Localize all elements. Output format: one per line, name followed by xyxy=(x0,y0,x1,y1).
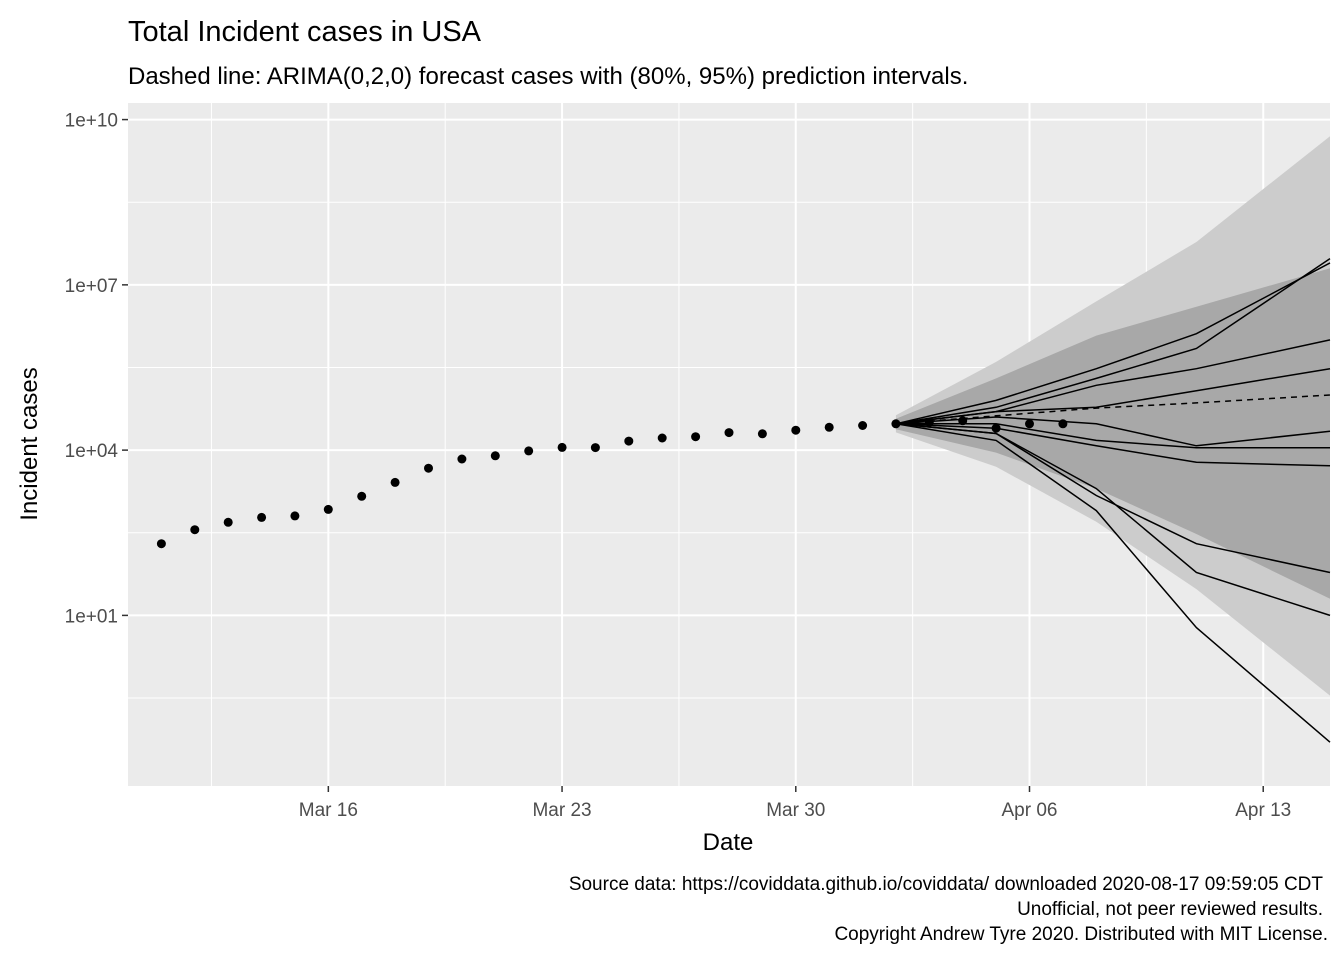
prediction-intervals xyxy=(895,136,1330,696)
observed-point xyxy=(424,463,433,473)
observed-points xyxy=(156,416,1068,549)
x-axis-label: Date xyxy=(703,829,754,856)
observed-point xyxy=(190,525,200,535)
x-tick-label: Mar 16 xyxy=(299,800,358,821)
observed-point xyxy=(924,417,934,427)
caption-copyright: Copyright Andrew Tyre 2020. Distributed … xyxy=(834,924,1328,945)
observed-point xyxy=(891,419,901,429)
observed-point xyxy=(791,425,801,435)
observed-point xyxy=(958,416,968,426)
simulation-lines xyxy=(895,257,1331,743)
observed-point xyxy=(156,539,166,549)
observed-point xyxy=(257,512,267,522)
x-tick-label: Apr 06 xyxy=(1002,800,1058,821)
caption-disclaimer: Unofficial, not peer reviewed results. xyxy=(1017,899,1323,920)
observed-point xyxy=(1025,419,1034,429)
observed-point xyxy=(357,491,367,501)
y-tick-label: 1e+10 xyxy=(65,111,118,132)
observed-point xyxy=(223,517,233,527)
observed-point xyxy=(991,423,1001,433)
y-tick-label: 1e+01 xyxy=(65,606,118,627)
caption-source: Source data: https://coviddata.github.io… xyxy=(569,874,1324,895)
simulation-line xyxy=(895,423,1331,617)
x-tick-label: Mar 30 xyxy=(766,800,825,821)
simulation-line xyxy=(895,257,1331,425)
band-80 xyxy=(895,268,1330,599)
observed-point xyxy=(691,432,701,442)
y-axis: 1e+01 1e+04 1e+07 1e+10 xyxy=(65,111,128,627)
observed-point xyxy=(657,433,667,443)
x-tick-label: Mar 23 xyxy=(532,800,591,821)
observed-point xyxy=(858,421,868,430)
observed-point xyxy=(1058,419,1068,429)
observed-point xyxy=(390,477,400,487)
observed-point xyxy=(557,442,567,452)
y-tick-label: 1e+04 xyxy=(65,441,119,462)
x-tick-label: Apr 13 xyxy=(1235,800,1291,821)
observed-point xyxy=(457,454,467,464)
simulation-line xyxy=(895,423,1331,743)
observed-point xyxy=(757,429,767,439)
observed-point xyxy=(490,451,500,461)
observed-point xyxy=(323,504,333,514)
observed-point xyxy=(290,511,300,521)
simulation-line xyxy=(895,367,1331,425)
chart-title: Total Incident cases in USA xyxy=(128,16,482,48)
observed-point xyxy=(590,443,600,453)
y-axis-label: Incident cases xyxy=(16,367,43,520)
observed-point xyxy=(624,436,634,446)
x-axis: Mar 16 Mar 23 Mar 30 Apr 06 Apr 13 xyxy=(299,786,1291,821)
chart-subtitle: Dashed line: ARIMA(0,2,0) forecast cases… xyxy=(128,63,968,90)
simulation-line xyxy=(895,423,1331,467)
simulation-line xyxy=(895,262,1331,425)
observed-point xyxy=(524,446,534,456)
observed-point xyxy=(824,422,834,432)
observed-point xyxy=(724,428,734,438)
y-tick-label: 1e+07 xyxy=(65,276,118,297)
